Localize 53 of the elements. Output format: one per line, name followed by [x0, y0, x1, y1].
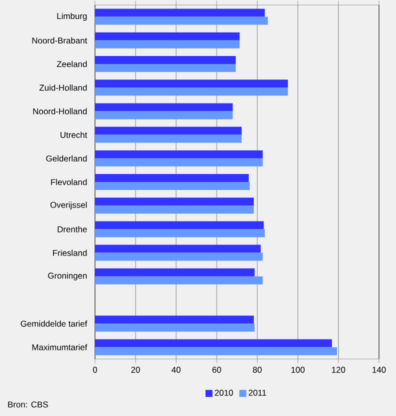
x-tick-label: 20	[131, 366, 140, 373]
bar	[95, 229, 265, 238]
bar	[95, 134, 242, 143]
bar	[95, 40, 240, 48]
x-tick-label: 40	[172, 366, 181, 373]
bar	[95, 324, 255, 332]
y-tick-label: Zeeland	[56, 60, 87, 68]
bar	[95, 150, 263, 158]
x-tick-label: 80	[252, 366, 262, 373]
bar	[95, 174, 249, 182]
y-tick-label: Groningen	[48, 272, 87, 280]
y-tick-label: Overijssel	[50, 202, 87, 210]
bar	[95, 339, 332, 348]
x-tick-label: 100	[291, 366, 305, 373]
y-tick-label: Zuid-Holland	[39, 84, 87, 91]
y-tick-label: Maximumtarief	[32, 344, 88, 350]
bar	[95, 16, 268, 25]
y-tick-label: Gemiddelde tarief	[20, 320, 88, 327]
x-tick-label: 140	[372, 366, 386, 373]
legend-label: 2010	[214, 390, 233, 396]
bar	[95, 252, 263, 261]
y-tick-label: Friesland	[53, 250, 87, 256]
bar	[95, 126, 242, 135]
text: Bron: CBS	[8, 401, 48, 408]
y-tick-label: Utrecht	[60, 132, 88, 138]
bar	[95, 56, 236, 64]
y-tick-label: Drenthe	[58, 226, 87, 232]
legend-label: 2011	[248, 390, 266, 396]
bar	[95, 198, 254, 206]
x-tick-label: 0	[92, 366, 98, 373]
bar	[95, 276, 263, 284]
bar	[95, 64, 236, 72]
bar	[95, 221, 264, 230]
bar	[95, 88, 288, 96]
bar	[95, 158, 263, 166]
y-tick-label: Limburg	[57, 12, 87, 21]
bar	[95, 347, 338, 356]
bar	[95, 111, 233, 120]
y-tick-label: Gelderland	[46, 155, 87, 162]
bar	[95, 206, 254, 214]
bar	[95, 268, 255, 276]
y-tick-label: Noord-Brabant	[32, 37, 88, 44]
bar	[95, 182, 250, 190]
bar	[95, 316, 254, 324]
bar	[95, 103, 233, 112]
y-tick-label: Noord-Holland	[33, 108, 87, 114]
y-tick-label: Flevoland	[51, 178, 87, 186]
bar	[95, 80, 288, 88]
x-tick-label: 120	[332, 366, 346, 373]
bar	[95, 244, 261, 253]
bar	[95, 32, 240, 40]
bar	[95, 8, 265, 17]
x-tick-label: 60	[212, 366, 222, 373]
